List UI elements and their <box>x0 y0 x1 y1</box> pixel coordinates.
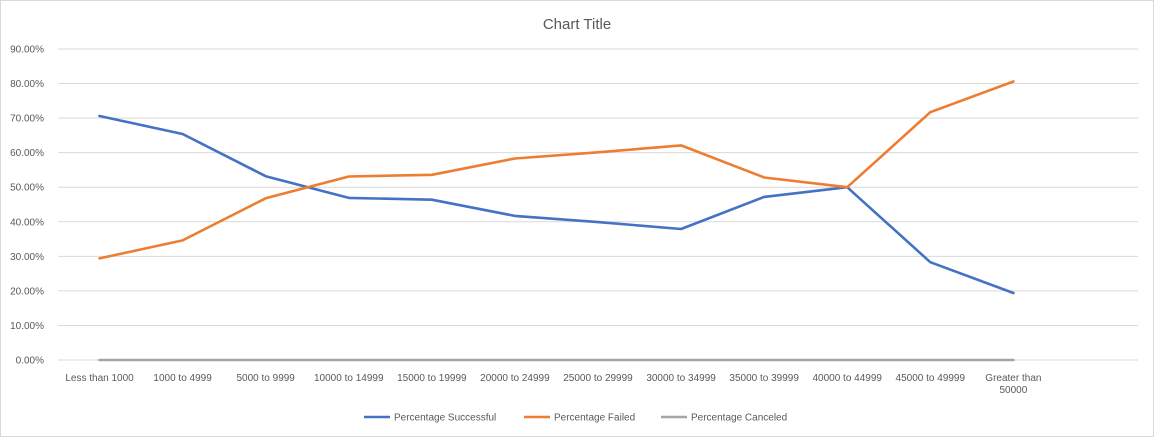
series-lines <box>98 80 1015 362</box>
x-tick-label: 45000 to 49999 <box>896 373 966 384</box>
series-line-1 <box>98 80 1015 260</box>
x-axis-tick-labels: Less than 1000 1000 to 4999 5000 to 9999 10… <box>65 373 1041 396</box>
x-tick-label: 20000 to 24999 <box>480 373 550 384</box>
legend: Percentage Successful Percentage Failed Pe… <box>364 413 787 424</box>
y-tick-label: 10.00% <box>10 321 44 332</box>
x-tick-label: Less than 1000 <box>65 373 134 384</box>
legend-entry-label: Percentage Failed <box>554 413 635 424</box>
y-tick-label: 90.00% <box>10 45 44 56</box>
x-tick-label: 1000 to 4999 <box>153 373 212 384</box>
y-tick-label: 20.00% <box>10 286 44 297</box>
series-line-0 <box>98 114 1015 295</box>
y-tick-label: 70.00% <box>10 114 44 125</box>
y-tick-label: 0.00% <box>16 356 44 367</box>
y-tick-label: 30.00% <box>10 252 44 263</box>
legend-entry-label: Percentage Canceled <box>691 413 787 424</box>
chart-title: Chart Title <box>543 16 611 33</box>
x-tick-label: 30000 to 34999 <box>646 373 716 384</box>
y-axis-tick-labels: 0.00% 10.00% 20.00% 30.00% 40.00% 50.00% 60.00… <box>10 45 44 367</box>
x-tick-label: 15000 to 19999 <box>397 373 467 384</box>
y-tick-label: 80.00% <box>10 79 44 90</box>
x-tick-label: 40000 to 44999 <box>812 373 882 384</box>
y-tick-label: 40.00% <box>10 217 44 228</box>
y-tick-label: 60.00% <box>10 148 44 159</box>
x-tick-label: 35000 to 39999 <box>729 373 799 384</box>
x-tick-label: 5000 to 9999 <box>236 373 295 384</box>
x-tick-label: 10000 to 14999 <box>314 373 384 384</box>
legend-entry-label: Percentage Successful <box>394 413 496 424</box>
y-tick-label: 50.00% <box>10 183 44 194</box>
x-tick-label: Greater than 50000 <box>985 373 1041 396</box>
x-tick-label: 25000 to 29999 <box>563 373 633 384</box>
